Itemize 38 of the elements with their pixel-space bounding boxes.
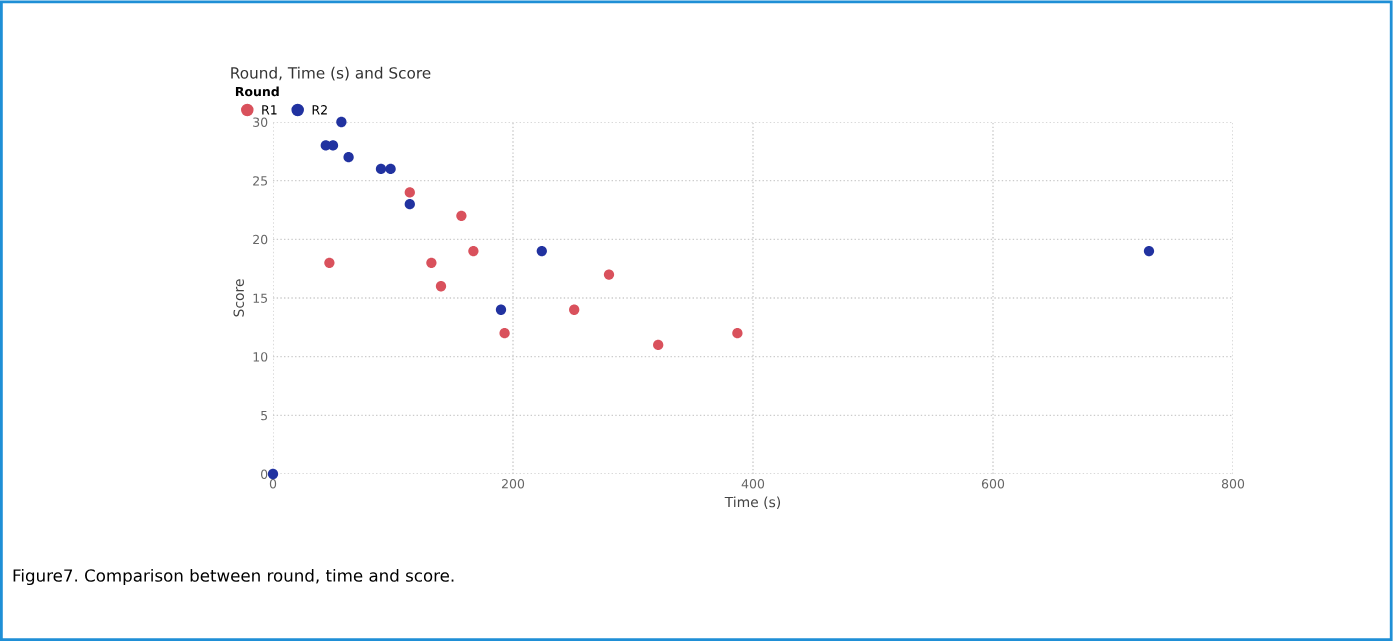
point (732, 328, 743, 339)
point (569, 304, 580, 315)
point (456, 210, 467, 222)
y-tick-label: 20 (253, 234, 268, 245)
legend-label: R2 (312, 105, 327, 115)
y-axis-title: Score (233, 279, 244, 317)
point (404, 187, 415, 198)
point (404, 198, 415, 210)
point (603, 269, 615, 280)
point (426, 257, 437, 268)
y-tick-label: 5 (261, 410, 268, 421)
point (536, 245, 547, 257)
y-tick-label: 15 (253, 293, 268, 303)
legend-label: R1 (262, 105, 277, 115)
caption: Figure7. Comparison between round, time and score. (13, 568, 454, 586)
y-tick-label: 10 (253, 352, 268, 362)
point (495, 304, 507, 315)
point (499, 328, 510, 339)
point (343, 152, 354, 163)
legend-title: Round (235, 86, 279, 97)
x-tick-label: 600 (981, 479, 1005, 489)
x-tick-label: 400 (741, 479, 765, 489)
point (1143, 245, 1155, 257)
x-tick-label: 0 (269, 479, 277, 489)
point (375, 163, 387, 175)
point (653, 339, 664, 351)
chart-title: Round, Time (s) and Score (231, 66, 431, 81)
y-tick-label: 30 (253, 117, 268, 127)
x-axis-title: Time (s) (724, 496, 781, 509)
point (336, 116, 347, 128)
point (385, 163, 396, 175)
x-tick-label: 200 (501, 479, 525, 489)
y-tick-label: 25 (253, 176, 268, 186)
y-tick-label: 0 (261, 469, 268, 479)
point (435, 281, 447, 292)
point (468, 245, 479, 257)
x-tick-label: 800 (1221, 479, 1245, 489)
point (324, 257, 335, 268)
